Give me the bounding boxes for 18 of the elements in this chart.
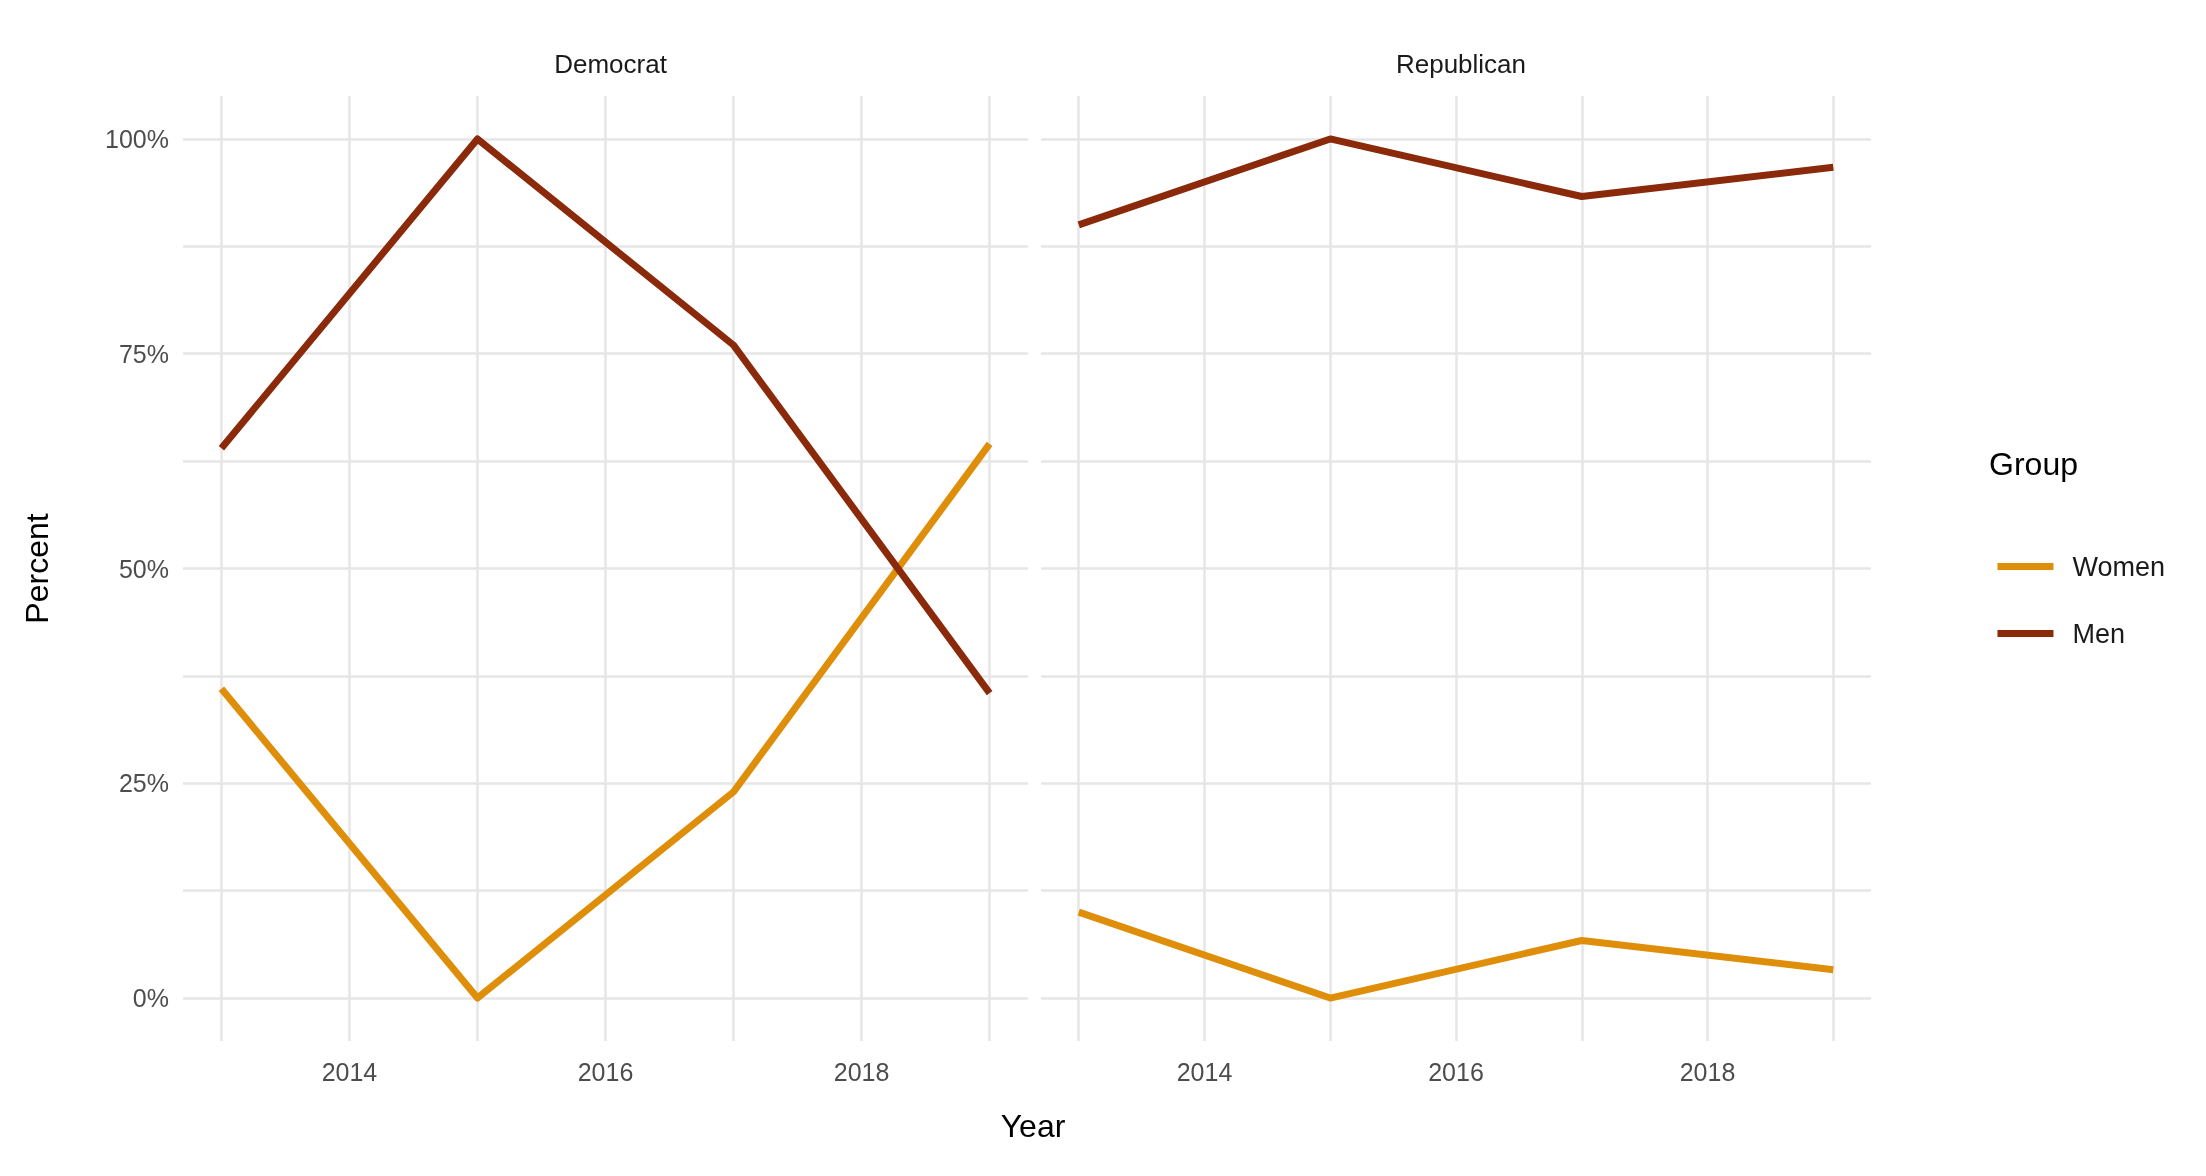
y-tick-label: 50%	[118, 554, 169, 583]
y-tick-label: 0%	[132, 984, 169, 1013]
y-tick-label: 25%	[118, 769, 169, 798]
chart-title: Republican	[1395, 49, 1527, 79]
legend-title: Group	[1989, 446, 2078, 482]
x-tick-label: 2014	[321, 1057, 378, 1086]
x-tick-label: 2016	[577, 1057, 634, 1086]
chart-title: Democrat	[554, 49, 668, 79]
y-tick-label: 75%	[118, 339, 169, 368]
x-tick-label: 2014	[1176, 1057, 1233, 1086]
x-axis-title: Year	[999, 1108, 1067, 1145]
x-tick-label: 2018	[833, 1057, 890, 1086]
y-axis-title: Percent	[19, 513, 55, 624]
legend-label: Men	[2072, 618, 2125, 649]
legend-label: Women	[2072, 551, 2166, 582]
y-tick-label: 100%	[105, 124, 169, 153]
x-tick-label: 2016	[1428, 1057, 1484, 1086]
x-tick-label: 2018	[1679, 1057, 1736, 1086]
